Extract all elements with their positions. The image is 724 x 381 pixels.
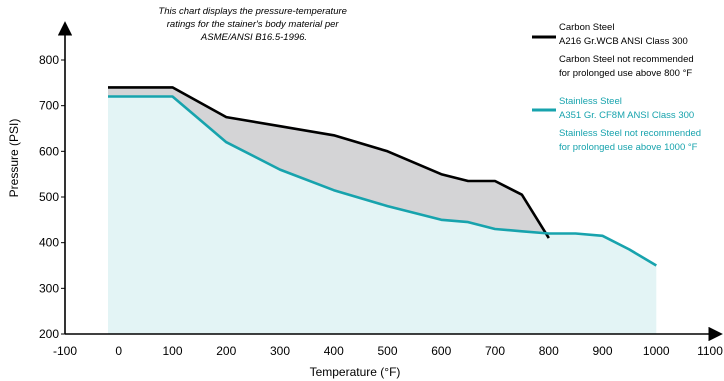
x-tick-label: 200 [216, 344, 236, 358]
x-tick-label: 900 [592, 344, 612, 358]
series-lines [108, 86, 657, 267]
x-axis-label: Temperature (°F) [310, 365, 401, 379]
y-axis-label: Pressure (PSI) [7, 119, 21, 198]
chart-note-line: ASME/ANSI B16.5-1996. [200, 32, 307, 43]
legend-entry-stainless-steel: Stainless Steel A351 Gr. CF8M ANSI Class… [559, 96, 704, 153]
y-tick-label: 400 [39, 236, 59, 250]
legend-line: Carbon Steel [559, 22, 614, 33]
series-line-stainless-steel [108, 95, 657, 267]
x-tick-labels: -100 0 100 200 300 400 500 600 700 800 900 1000 1100 [53, 344, 723, 358]
y-tick-label: 700 [39, 99, 59, 113]
x-tick-label: 1100 [697, 344, 723, 358]
y-tick-labels: 200 300 400 500 600 700 800 [39, 53, 65, 341]
legend-line: A216 Gr.WCB ANSI Class 300 [559, 36, 688, 47]
x-tick-label: 0 [115, 344, 122, 358]
chart-note: This chart displays the pressure-tempera… [158, 6, 349, 43]
legend-line: Carbon Steel not recommended [559, 54, 694, 65]
x-tick-label: 100 [162, 344, 182, 358]
x-tick-label: 700 [485, 344, 505, 358]
legend-line: Stainless Steel not recommended [559, 128, 701, 139]
series-line-carbon-steel [108, 86, 550, 239]
y-tick-label: 200 [39, 327, 59, 341]
x-tick-label: 500 [377, 344, 397, 358]
legend-entry-carbon-steel: Carbon Steel A216 Gr.WCB ANSI Class 300 … [559, 22, 696, 79]
x-tick-label: 1000 [643, 344, 670, 358]
legend-line: Stainless Steel [559, 96, 622, 107]
chart-note-line: This chart displays the pressure-tempera… [158, 6, 347, 17]
x-tick-label: -100 [53, 344, 77, 358]
y-tick-label: 500 [39, 190, 59, 204]
chart-note-line: ratings for the stainer's body material … [167, 19, 340, 30]
legend-line: for prolonged use above 1000 °F [559, 142, 698, 153]
area-fill-stainless-steel [108, 96, 657, 334]
legend: Carbon Steel A216 Gr.WCB ANSI Class 300 … [532, 22, 704, 153]
x-tick-label: 600 [431, 344, 451, 358]
y-tick-label: 600 [39, 144, 59, 158]
y-tick-label: 800 [39, 53, 59, 67]
legend-line: A351 Gr. CF8M ANSI Class 300 [559, 110, 694, 121]
legend-line: for prolonged use above 800 °F [559, 68, 692, 79]
y-tick-label: 300 [39, 281, 59, 295]
area-fills [108, 87, 657, 335]
x-tick-label: 800 [539, 344, 559, 358]
x-tick-label: 400 [324, 344, 344, 358]
x-tick-label: 300 [270, 344, 290, 358]
